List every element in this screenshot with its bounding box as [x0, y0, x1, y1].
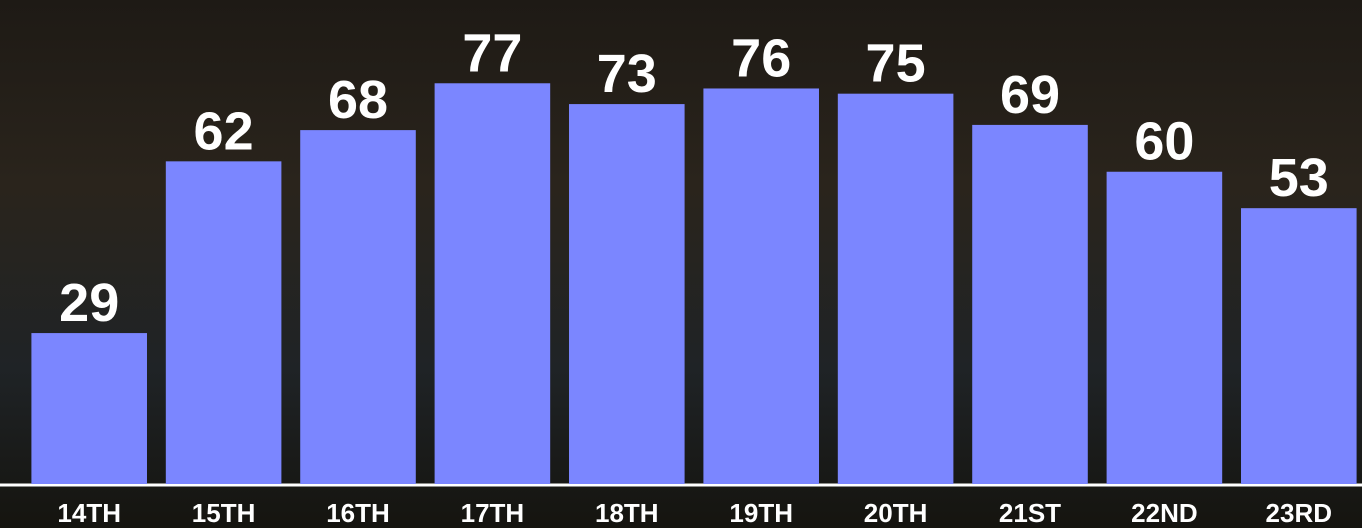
value-label: 68 — [328, 70, 388, 130]
bar — [166, 161, 282, 484]
bar — [1107, 172, 1223, 484]
x-tick-label: 23RD — [1266, 498, 1332, 528]
value-label: 75 — [866, 34, 926, 94]
value-label: 60 — [1134, 112, 1194, 172]
value-label: 73 — [597, 44, 657, 104]
bar — [31, 333, 147, 484]
bar — [569, 104, 685, 484]
value-label: 62 — [194, 101, 254, 161]
x-tick-label: 14TH — [57, 498, 121, 528]
bar — [972, 125, 1088, 484]
value-label: 53 — [1269, 148, 1329, 208]
value-label: 77 — [462, 23, 522, 83]
bar — [838, 94, 954, 484]
x-tick-label: 17TH — [461, 498, 525, 528]
x-tick-label: 15TH — [192, 498, 256, 528]
x-tick-label: 16TH — [326, 498, 390, 528]
chart: 29 14TH 62 15TH 68 16TH 77 17TH 73 18TH 76 19TH 75 20… — [0, 0, 1362, 528]
value-label: 29 — [59, 273, 119, 333]
value-label: 76 — [731, 28, 791, 88]
x-tick-label: 22ND — [1131, 498, 1197, 528]
x-tick-label: 21ST — [999, 498, 1061, 528]
value-label: 69 — [1000, 65, 1060, 125]
x-tick-label: 18TH — [595, 498, 659, 528]
bar — [703, 88, 819, 484]
bar — [1241, 208, 1357, 484]
x-tick-label: 19TH — [729, 498, 793, 528]
x-tick-label: 20TH — [864, 498, 928, 528]
bar — [435, 83, 551, 484]
page: 29 14TH 62 15TH 68 16TH 77 17TH 73 18TH 76 19TH 75 20… — [0, 0, 1362, 528]
bar — [300, 130, 416, 484]
